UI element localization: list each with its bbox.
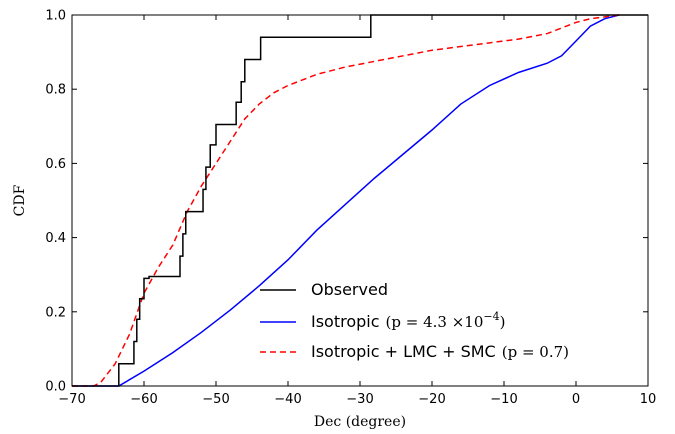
x-tick-label: −30 — [346, 392, 373, 407]
y-axis-label: CDF — [12, 184, 28, 216]
y-tick-label: 0.4 — [45, 231, 66, 246]
y-tick-label: 0.6 — [45, 157, 66, 172]
legend-entry-label: Observed — [311, 280, 388, 299]
x-tick-label: −10 — [490, 392, 517, 407]
legend: Observed Isotropic (p = 4.3 ×10−4) Isotropi… — [260, 280, 569, 361]
x-tick-label: −50 — [202, 392, 229, 407]
x-tick-label: 0 — [572, 392, 580, 407]
series-line-isotropic — [72, 14, 620, 387]
x-tick-label: −60 — [130, 392, 157, 407]
x-tick-label: −20 — [418, 392, 445, 407]
x-tick-label: 10 — [640, 392, 657, 407]
series-line-isotropic-lmc-smc — [72, 14, 620, 387]
y-tick-label: 1.0 — [45, 9, 66, 24]
x-tick-label: −70 — [58, 392, 85, 407]
legend-entry-label: Isotropic — [311, 312, 380, 331]
series-line-observed — [72, 14, 648, 387]
legend-entry-label: Isotropic + LMC + SMC — [311, 342, 496, 361]
y-tick-label: 0.0 — [45, 380, 66, 395]
legend-p-value: (p = 4.3 ×10−4) — [386, 310, 506, 331]
ticks-layer: −70 −60 −50 −40 −30 −20 −10 0 10 0.0 0.2 0.4 0.6 0.8 1… — [45, 9, 656, 408]
x-tick-label: −40 — [274, 392, 301, 407]
y-tick-label: 0.8 — [45, 83, 66, 98]
x-axis-label: Dec (degree) — [314, 414, 406, 430]
series-layer — [72, 14, 648, 387]
legend-p-value: (p = 0.7) — [502, 343, 569, 361]
y-tick-label: 0.2 — [45, 305, 66, 320]
